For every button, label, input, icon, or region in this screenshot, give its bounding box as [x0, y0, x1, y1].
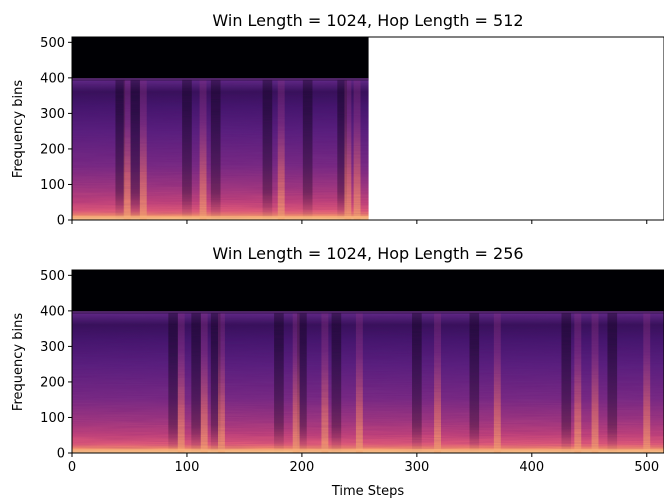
x-tick-label: 500: [634, 460, 659, 475]
y-tick-label: 300: [40, 340, 65, 355]
y-tick-label: 400: [40, 304, 65, 319]
chart-title: Win Length = 1024, Hop Length = 256: [212, 244, 523, 263]
y-tick-label: 0: [57, 214, 65, 229]
x-tick-label: 200: [289, 460, 314, 475]
plot-area: 0 100 200 300 400 500 0 100 200 300 400 500: [40, 269, 664, 475]
plot-area: 0 100 200 300 400 500: [40, 36, 664, 229]
y-tick-label: 200: [40, 142, 65, 157]
chart-title: Win Length = 1024, Hop Length = 512: [212, 11, 523, 30]
low-frequency-band: [72, 215, 369, 220]
x-axis-label: Time Steps: [331, 484, 405, 499]
y-tick-label: 500: [40, 36, 65, 51]
spectrogram-texture: [72, 311, 664, 453]
axes-frame: [71, 269, 664, 454]
y-axis-label: Frequency bins: [11, 80, 26, 178]
x-tick-label: 100: [175, 460, 200, 475]
y-axis-label: Frequency bins: [11, 313, 26, 411]
spectrogram-texture: [72, 78, 369, 220]
y-tick-label: 100: [40, 178, 65, 193]
y-tick-label: 500: [40, 269, 65, 284]
low-frequency-band: [72, 448, 664, 453]
x-tick-label: 300: [404, 460, 429, 475]
spectrogram-panel-bottom: Win Length = 1024, Hop Length = 256 0 100…: [11, 244, 664, 499]
y-tick-label: 200: [40, 375, 65, 390]
y-tick-label: 400: [40, 71, 65, 86]
y-tick-label: 0: [57, 447, 65, 462]
y-tick-label: 100: [40, 411, 65, 426]
x-tick-label: 0: [68, 460, 76, 475]
axes-frame: [71, 36, 664, 221]
spectrogram-panel-top: Win Length = 1024, Hop Length = 512 0 100…: [11, 11, 664, 229]
x-tick-label: 400: [519, 460, 544, 475]
y-tick-label: 300: [40, 107, 65, 122]
